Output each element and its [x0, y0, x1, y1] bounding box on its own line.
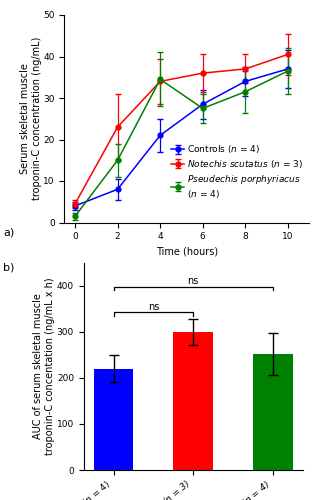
Text: ns: ns — [148, 302, 159, 312]
Text: a): a) — [3, 228, 14, 237]
X-axis label: Time (hours): Time (hours) — [156, 247, 218, 257]
Bar — [253, 354, 293, 470]
Legend: Controls ($n$ = 4), $Notechis$ $scutatus$ ($n$ = 3), $Pseudechis$ $porphyriacus$: Controls ($n$ = 4), $Notechis$ $scutatus… — [170, 142, 305, 202]
Y-axis label: AUC of serum skeletal muscle
troponin-C concentation (ng/mL x h): AUC of serum skeletal muscle troponin-C … — [33, 278, 55, 455]
Text: b): b) — [3, 262, 14, 272]
Y-axis label: Serum skeletal muscle
troponin-C concentration (ng/mL): Serum skeletal muscle troponin-C concent… — [20, 37, 42, 200]
Text: ns: ns — [187, 276, 199, 286]
Bar — [94, 368, 134, 470]
Bar — [173, 332, 213, 470]
